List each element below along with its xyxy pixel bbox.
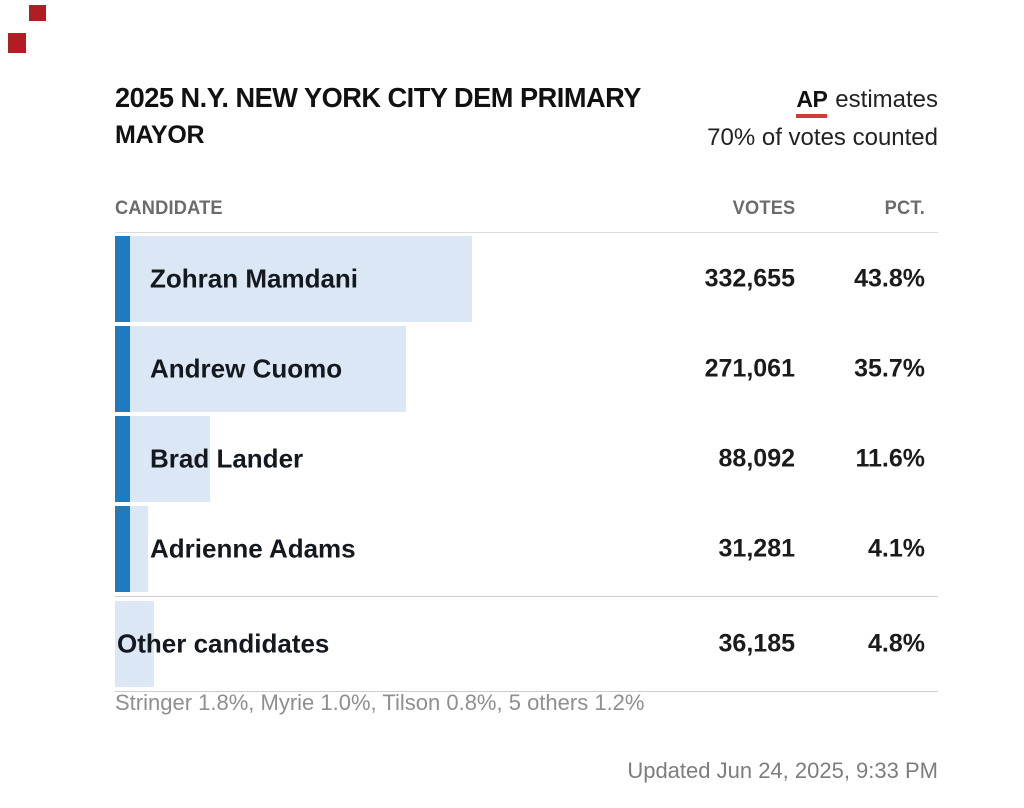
vote-percentage: 11.6% — [855, 444, 925, 473]
row-divider — [115, 691, 938, 692]
candidate-name: Other candidates — [117, 628, 330, 659]
candidate-name: Brad Lander — [150, 443, 304, 474]
ap-attribution: AP estimates 70% of votes counted — [707, 86, 938, 152]
column-header-votes: VOTES — [732, 198, 795, 219]
table-body: Zohran Mamdani 332,655 43.8% Andrew Cuomo 27… — [115, 236, 938, 692]
red-marker-icon — [8, 33, 26, 53]
candidate-name: Andrew Cuomo — [150, 353, 343, 384]
party-accent-bar — [115, 506, 130, 592]
candidate-name: Zohran Mamdani — [150, 263, 359, 294]
result-bar — [115, 236, 472, 322]
vote-percentage: 43.8% — [854, 264, 925, 293]
party-accent-bar — [115, 416, 130, 502]
column-header-candidate: CANDIDATE — [115, 198, 223, 219]
party-accent-bar — [115, 326, 130, 412]
result-bar — [115, 416, 210, 502]
vote-count: 36,185 — [718, 629, 795, 658]
vote-count: 332,655 — [704, 264, 795, 293]
vote-percentage: 35.7% — [854, 354, 925, 383]
row-divider — [115, 596, 938, 597]
table-row: Andrew Cuomo 271,061 35.7% — [115, 326, 938, 412]
table-row: Zohran Mamdani 332,655 43.8% — [115, 236, 938, 322]
table-row: Other candidates 36,185 4.8% — [115, 601, 938, 687]
ap-estimates-label: estimates — [835, 86, 938, 113]
race-subtitle: MAYOR — [115, 121, 205, 149]
votes-counted-status: 70% of votes counted — [707, 124, 938, 151]
header: 2025 N.Y. NEW YORK CITY DEM PRIMARY MAYO… — [115, 82, 657, 150]
ap-estimates-line: AP estimates — [707, 86, 938, 118]
column-header-pct: PCT. — [884, 198, 925, 219]
candidate-name: Adrienne Adams — [150, 533, 356, 564]
red-marker-icon — [29, 5, 46, 21]
table-header-row: CANDIDATE VOTES PCT. — [115, 198, 938, 232]
vote-count: 88,092 — [718, 444, 795, 473]
minor-candidates-footnote: Stringer 1.8%, Myrie 1.0%, Tilson 0.8%, … — [115, 690, 645, 715]
header-divider — [115, 232, 938, 233]
vote-percentage: 4.1% — [868, 534, 925, 563]
vote-count: 271,061 — [704, 354, 795, 383]
result-bar — [115, 326, 406, 412]
table-row: Brad Lander 88,092 11.6% — [115, 416, 938, 502]
table-row: Adrienne Adams 31,281 4.1% — [115, 506, 938, 592]
updated-timestamp: Updated Jun 24, 2025, 9:33 PM — [627, 758, 938, 783]
ap-logo: AP — [796, 86, 828, 118]
results-table: CANDIDATE VOTES PCT. Zohran Mamdani 332,6… — [115, 198, 938, 696]
vote-percentage: 4.8% — [868, 629, 925, 658]
result-bar — [115, 601, 155, 687]
page-title: 2025 N.Y. NEW YORK CITY DEM PRIMARY — [115, 82, 641, 113]
party-accent-bar — [115, 236, 130, 322]
vote-count: 31,281 — [718, 534, 795, 563]
